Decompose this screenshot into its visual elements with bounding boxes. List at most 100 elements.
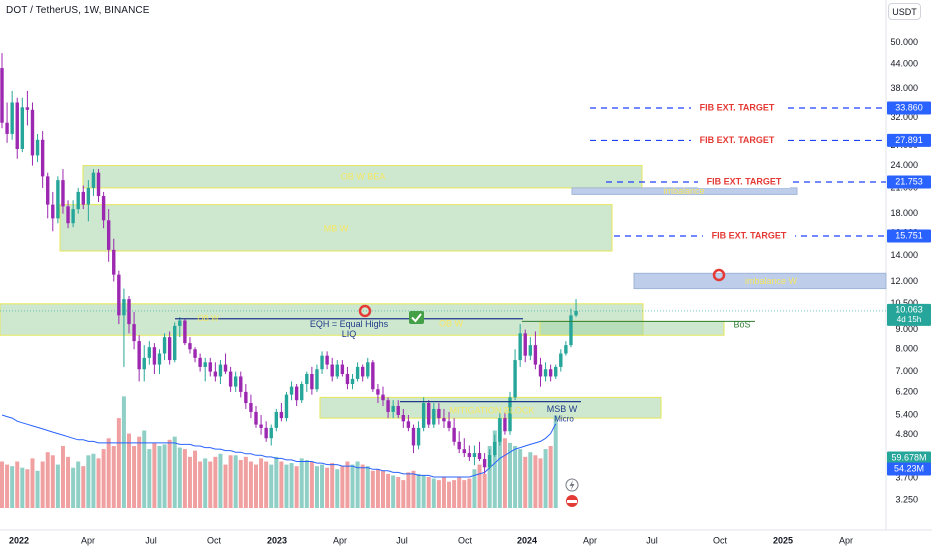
volume-bar <box>35 470 40 508</box>
volume-bar <box>533 455 538 508</box>
price-label-target <box>887 229 931 243</box>
candle-body <box>360 366 365 377</box>
x-axis-tick: 2025 <box>773 535 793 545</box>
price-label-target <box>887 101 931 115</box>
volume-bar <box>101 449 106 508</box>
volume-bar <box>71 467 76 508</box>
candle-body <box>452 427 456 442</box>
volume-bar <box>472 469 477 508</box>
candle-body <box>96 172 101 197</box>
candle-body <box>574 310 578 316</box>
volume-bar <box>304 459 309 508</box>
volume-bar <box>15 461 20 508</box>
candle-body <box>432 408 436 425</box>
x-axis-tick: Apr <box>333 535 347 545</box>
fib-target-label: FIB EXT. TARGET <box>712 230 787 240</box>
candle-body <box>559 353 563 367</box>
volume-bar <box>421 475 426 508</box>
zone-label-imbalance: imbalance <box>663 186 704 196</box>
candle-body <box>457 441 461 450</box>
volume-bar <box>254 464 258 508</box>
price-label-text: 59.678M <box>891 452 926 462</box>
y-axis-tick: 9.000 <box>895 324 918 334</box>
candle-body <box>523 333 527 356</box>
y-axis-tick: 44.000 <box>890 59 918 69</box>
volume-bar <box>187 456 192 508</box>
candle-body <box>330 364 334 377</box>
candle-body <box>71 209 75 224</box>
zone-label-bos: BoS <box>733 319 750 329</box>
volume-bar <box>543 449 548 508</box>
candle-body <box>493 441 497 456</box>
us-flag-event-icon <box>567 500 577 503</box>
x-axis-tick: 2023 <box>267 535 287 545</box>
volume-bar <box>523 456 528 508</box>
candle-body <box>30 109 35 156</box>
candle-body <box>228 371 233 387</box>
volume-bar <box>76 461 81 508</box>
volume-bar <box>60 446 65 508</box>
y-axis-tick: 32.000 <box>890 112 918 122</box>
y-axis-tick: 10.500 <box>890 298 918 308</box>
x-axis-tick: 2022 <box>9 535 29 545</box>
candle-body <box>315 369 319 390</box>
micro-label: Micro <box>554 415 574 424</box>
magnet-icon <box>358 304 372 318</box>
candle-body <box>447 421 451 428</box>
volume-bar <box>340 466 345 508</box>
volume-bar <box>330 463 335 508</box>
candle-body <box>427 403 431 425</box>
volume-bar <box>137 436 142 508</box>
price-label-last <box>887 303 931 326</box>
fib-target-label-bg <box>698 175 790 188</box>
candle-body <box>371 362 375 390</box>
candle-body <box>310 374 314 390</box>
y-axis-tick: 12.000 <box>890 276 918 286</box>
candle-body <box>437 408 441 419</box>
candle-body <box>386 400 390 412</box>
volume-bar <box>20 467 25 508</box>
volume-bar <box>370 470 375 508</box>
volume-bar <box>482 473 487 508</box>
currency-button[interactable]: USDT <box>888 3 921 20</box>
volume-bar <box>10 466 15 508</box>
x-axis-tick: Jul <box>646 535 658 545</box>
volume-bar <box>492 430 497 508</box>
volume-bar <box>182 449 187 508</box>
volume-bar <box>116 418 121 508</box>
y-axis-tick: 3.250 <box>895 494 918 504</box>
candle-body <box>15 102 19 149</box>
y-axis-tick: 38.000 <box>890 83 918 93</box>
candle-body <box>442 418 446 422</box>
volume-bar <box>477 464 482 508</box>
volume-bar <box>25 469 30 508</box>
volume-bar <box>289 463 294 508</box>
volume-bar <box>162 444 167 508</box>
candle-body <box>244 391 248 404</box>
candle-body <box>543 369 548 377</box>
candle-body <box>477 453 482 460</box>
candle-body <box>35 139 40 156</box>
price-label-volume_ma <box>887 462 931 476</box>
volume-bar <box>284 464 289 508</box>
volume-bar <box>396 477 401 508</box>
volume-bar <box>335 469 340 508</box>
candle-body <box>147 347 152 358</box>
price-label-target <box>887 133 931 147</box>
volume-bar <box>152 442 157 508</box>
volume-bar <box>243 456 248 508</box>
candle-body <box>81 191 85 205</box>
volume-bar <box>193 450 198 508</box>
candle-body <box>274 411 279 428</box>
candle-body <box>533 345 538 365</box>
fib-target-label: FIB EXT. TARGET <box>700 102 775 112</box>
zone-imbalance-w <box>633 272 887 290</box>
zone-label-ob-w: OB W <box>439 318 464 328</box>
candle-body <box>513 360 517 398</box>
candle-body <box>223 364 228 372</box>
candle-body <box>320 355 324 370</box>
volume-bar <box>431 478 436 508</box>
y-axis-tick: 14.000 <box>890 250 918 260</box>
